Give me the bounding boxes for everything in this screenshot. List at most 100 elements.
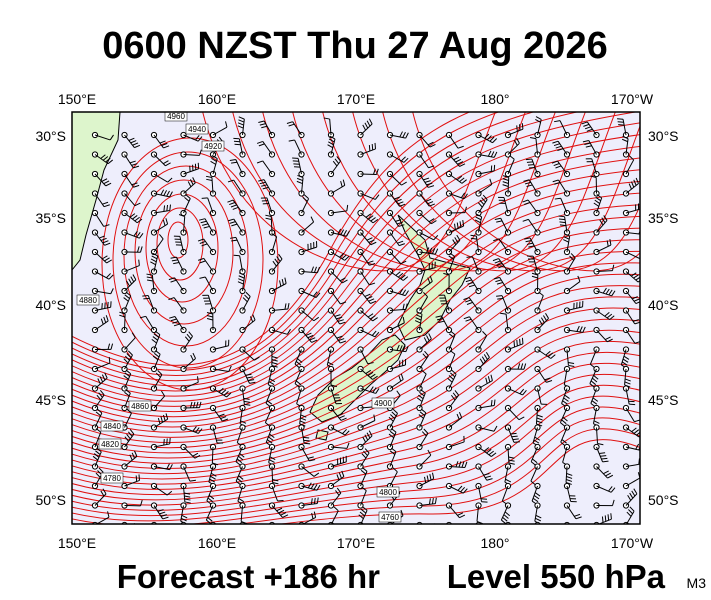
barb-feather	[628, 155, 634, 161]
barb-feather	[239, 453, 245, 458]
contour-label-box	[76, 294, 100, 306]
barb-feather	[229, 158, 236, 161]
contour-label-box	[185, 123, 209, 135]
barb-feather	[269, 459, 275, 463]
barb-feather	[259, 123, 266, 126]
barb-feather	[468, 284, 475, 288]
barb-feather	[631, 427, 637, 433]
contour-line	[72, 250, 640, 449]
barb-feather	[402, 276, 409, 281]
barb-feather	[459, 221, 462, 228]
barb-feather	[481, 197, 486, 203]
barb-feather	[163, 145, 170, 149]
barb-feather	[296, 180, 303, 185]
barb-feather	[545, 313, 549, 319]
barb-staff	[94, 134, 111, 141]
barb-feather	[339, 252, 345, 258]
barb-feather	[268, 436, 274, 441]
barb-feather	[526, 184, 533, 188]
barb-feather	[575, 516, 582, 520]
barb-feather	[110, 288, 114, 294]
barb-feather	[376, 168, 379, 175]
barb-feather	[563, 236, 570, 240]
barb-feather	[330, 384, 337, 388]
barb-staff	[301, 221, 314, 233]
lat-label-right: 30°S	[648, 128, 679, 144]
barb-staff	[207, 197, 214, 214]
contours	[72, 112, 640, 524]
barb-feather	[493, 276, 500, 280]
barb-feather	[265, 217, 272, 221]
barb-feather	[340, 340, 347, 344]
barb-feather	[271, 356, 278, 359]
barb-feather	[370, 217, 376, 222]
barb-feather	[163, 205, 166, 212]
barb-staff	[94, 212, 105, 227]
barb-feather	[522, 199, 529, 203]
barb-feather	[465, 318, 472, 322]
map-frame	[71, 111, 641, 525]
barb-feather	[336, 156, 341, 162]
contour-label-box	[371, 397, 395, 409]
barb-feather	[479, 358, 484, 365]
barb-feather	[513, 139, 518, 146]
barb-feather	[450, 372, 456, 378]
barb-feather	[100, 490, 105, 497]
barb-feather	[218, 387, 224, 393]
barb-feather	[229, 236, 237, 239]
barb-staff	[154, 525, 158, 541]
barb-feather	[169, 464, 173, 470]
barb-feather	[462, 220, 465, 227]
barb-feather	[166, 204, 169, 212]
barb-staff	[559, 120, 568, 136]
barb-feather	[370, 241, 377, 246]
barb-feather	[420, 389, 426, 394]
barb-feather	[184, 501, 191, 504]
barb-feather	[313, 511, 317, 518]
barb-feather	[523, 363, 527, 370]
barb-feather	[304, 442, 311, 445]
barb-feather	[227, 218, 234, 222]
barb-feather	[136, 231, 141, 238]
barb-feather	[337, 412, 343, 417]
barb-feather	[237, 478, 243, 483]
barb-feather	[535, 116, 542, 120]
barb-feather	[604, 311, 610, 317]
barb-feather	[428, 333, 432, 340]
barb-feather	[606, 240, 609, 247]
barb-feather	[605, 336, 611, 341]
barb-feather	[373, 168, 376, 175]
barb-feather	[271, 233, 277, 238]
barb-feather	[535, 517, 541, 522]
barb-feather	[554, 182, 561, 185]
barb-staff	[360, 193, 376, 200]
barb-feather	[199, 149, 202, 156]
barb-feather	[135, 475, 138, 482]
barb-feather	[310, 216, 315, 223]
barb-feather	[428, 498, 431, 505]
barb-feather	[421, 431, 427, 437]
barb-feather	[593, 420, 600, 424]
contour-line	[72, 384, 640, 511]
barb-station	[121, 521, 128, 524]
barb-feather	[332, 160, 338, 167]
barb-feather	[502, 181, 509, 184]
barb-feather	[369, 262, 376, 266]
barb-feather	[302, 196, 308, 202]
barb-staff	[389, 173, 402, 186]
barb-feather	[226, 392, 232, 398]
barb-feather	[494, 217, 501, 220]
barb-feather	[101, 374, 106, 381]
barb-staff	[271, 466, 274, 483]
barb-feather	[466, 256, 473, 258]
barb-feather	[400, 274, 406, 280]
barb-feather	[360, 469, 367, 475]
barb-feather	[524, 181, 531, 185]
barb-feather	[211, 157, 217, 162]
barb-feather	[599, 219, 604, 226]
barb-feather	[153, 352, 160, 358]
contour-line	[382, 112, 640, 272]
barb-feather	[452, 392, 458, 398]
